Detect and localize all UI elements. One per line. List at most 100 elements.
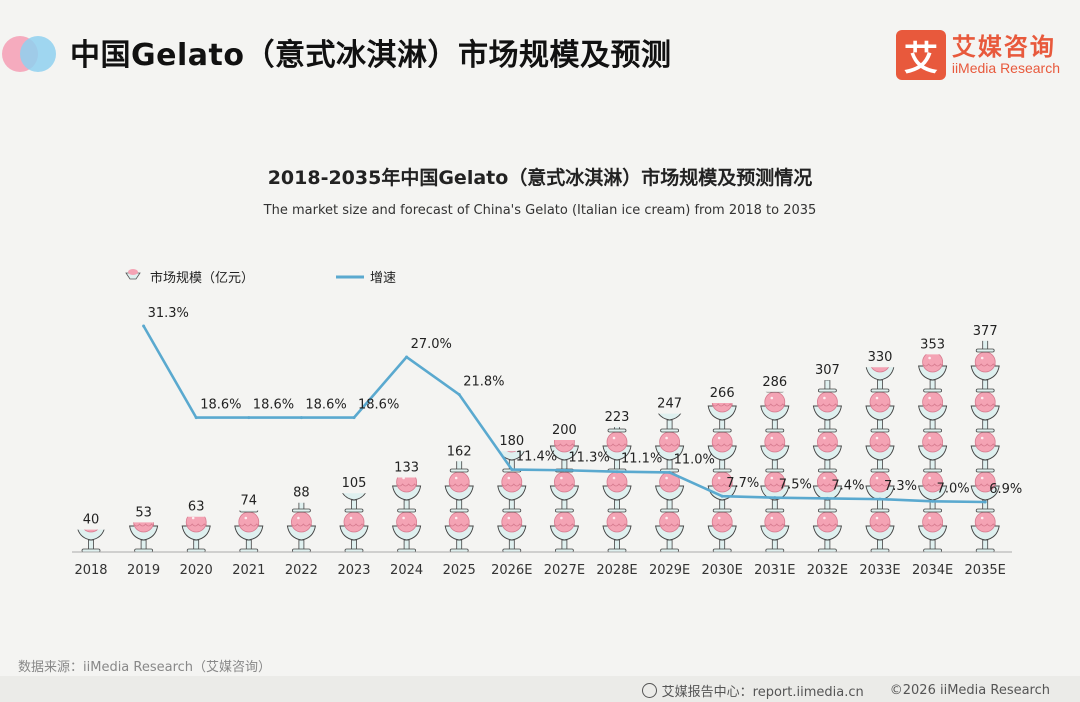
market-size-chart: 2018-2035年中国Gelato（意式冰淇淋）市场规模及预测情况 The m… — [72, 166, 1022, 578]
growth-label-2033E: 7.3% — [884, 479, 917, 494]
page-title: 中国Gelato（意式冰淇淋）市场规模及预测 — [70, 38, 672, 73]
data-source-note: 数据来源：iiMedia Research（艾媒咨询） — [18, 660, 272, 675]
bar-value-label-2028E: 223 — [605, 410, 630, 425]
bar-2028E — [602, 427, 632, 552]
growth-point-2031E — [773, 496, 777, 500]
x-tick-2029E: 2029E — [649, 563, 690, 578]
bar-value-label-2035E: 377 — [973, 324, 998, 339]
growth-label-2020: 18.6% — [200, 398, 241, 413]
x-tick-2034E: 2034E — [912, 563, 953, 578]
growth-label-2022: 18.6% — [305, 398, 346, 413]
bar-2019 — [129, 522, 159, 553]
bar-value-label-2022: 88 — [293, 486, 310, 501]
bar-2033E — [865, 367, 895, 552]
bar-2024 — [392, 477, 422, 552]
bar-2022 — [286, 502, 316, 552]
chart-title: 2018-2035年中国Gelato（意式冰淇淋）市场规模及预测情况 — [268, 166, 813, 189]
x-tick-2027E: 2027E — [544, 563, 585, 578]
x-tick-2028E: 2028E — [596, 563, 637, 578]
bar-value-label-2020: 63 — [188, 500, 205, 515]
growth-point-2022 — [299, 416, 303, 420]
brand-name-en: iiMedia Research — [951, 59, 1060, 76]
growth-label-2030E: 7.7% — [726, 476, 759, 491]
growth-point-2032E — [825, 496, 829, 500]
bar-value-label-2026E: 180 — [499, 434, 524, 449]
growth-label-2026E: 11.4% — [516, 450, 557, 465]
bar-2018 — [77, 529, 105, 553]
growth-label-2027E: 11.3% — [568, 450, 609, 465]
growth-point-2034E — [931, 499, 935, 503]
growth-label-2034E: 7.0% — [937, 481, 970, 496]
bar-value-label-2033E: 330 — [868, 350, 893, 365]
bar-2025 — [444, 461, 474, 552]
bar-2030E — [707, 403, 737, 552]
growth-point-2024 — [405, 355, 409, 359]
report-center-label: 艾媒报告中心：report.iimedia.cn — [661, 685, 864, 700]
bar-value-label-2025: 162 — [447, 444, 472, 459]
footer-info: 艾媒报告中心：report.iimedia.cn ©2026 iiMedia R… — [641, 681, 1050, 700]
x-tick-2032E: 2032E — [807, 563, 848, 578]
globe-icon — [641, 683, 657, 698]
growth-point-2026E — [510, 468, 514, 472]
bar-2026E — [497, 451, 527, 553]
growth-point-2029E — [668, 470, 672, 474]
bar-value-label-2030E: 266 — [710, 386, 735, 401]
logo-circles — [2, 36, 56, 72]
growth-label-2029E: 11.0% — [674, 452, 715, 467]
bar-2035E — [970, 340, 1000, 552]
bar-2023 — [339, 493, 369, 553]
x-tick-2023: 2023 — [337, 563, 370, 578]
bar-2032E — [812, 380, 842, 552]
bar-value-label-2021: 74 — [241, 494, 258, 509]
growth-point-2033E — [878, 497, 882, 501]
growth-point-2020 — [194, 416, 198, 420]
growth-point-2027E — [562, 468, 566, 472]
x-tick-2022: 2022 — [285, 563, 318, 578]
brand-mark: 艾 — [895, 30, 946, 80]
growth-label-2025: 21.8% — [463, 375, 504, 390]
bar-value-label-2024: 133 — [394, 461, 419, 476]
growth-point-2035E — [983, 500, 987, 504]
chart-subtitle: The market size and forecast of China's … — [263, 203, 817, 218]
legend-line-label: 增速 — [370, 271, 396, 286]
brand-logo: 艾 艾媒咨询 iiMedia Research — [895, 30, 1060, 80]
x-tick-2019: 2019 — [127, 563, 160, 578]
growth-label-2023: 18.6% — [358, 398, 399, 413]
copyright: ©2026 iiMedia Research — [889, 683, 1050, 698]
bar-2020 — [181, 516, 211, 552]
legend-bar-label: 市场规模（亿元） — [150, 270, 254, 286]
bar-value-label-2019: 53 — [135, 505, 152, 520]
growth-label-2032E: 7.4% — [831, 478, 864, 493]
bar-2034E — [918, 354, 948, 552]
growth-label-2024: 27.0% — [411, 337, 452, 352]
growth-point-2028E — [615, 470, 619, 474]
x-tick-2031E: 2031E — [754, 563, 795, 578]
bar-value-label-2023: 105 — [342, 476, 367, 491]
brand-name-cn: 艾媒咨询 — [951, 33, 1056, 62]
bar-value-label-2034E: 353 — [920, 337, 945, 352]
bar-value-label-2031E: 286 — [762, 375, 787, 390]
growth-point-2030E — [720, 494, 724, 498]
x-tick-2025: 2025 — [443, 563, 476, 578]
x-tick-2021: 2021 — [232, 563, 265, 578]
growth-label-2019: 31.3% — [148, 306, 189, 321]
footer-bar — [0, 676, 1080, 702]
chart-legend: 市场规模（亿元） 增速 — [125, 269, 396, 286]
x-tick-2020: 2020 — [180, 563, 213, 578]
x-tick-2018: 2018 — [74, 563, 107, 578]
legend-bar-icon — [125, 269, 141, 280]
growth-label-2031E: 7.5% — [779, 478, 812, 493]
x-tick-2026E: 2026E — [491, 563, 532, 578]
growth-label-2028E: 11.1% — [621, 452, 662, 467]
bar-2021 — [234, 510, 264, 552]
growth-point-2019 — [142, 324, 146, 328]
x-tick-2035E: 2035E — [965, 563, 1006, 578]
x-tick-2024: 2024 — [390, 563, 423, 578]
x-tick-2033E: 2033E — [859, 563, 900, 578]
bar-value-label-2027E: 200 — [552, 423, 577, 438]
growth-point-2021 — [247, 416, 251, 420]
bar-value-label-2029E: 247 — [657, 397, 682, 412]
growth-label-2035E: 6.9% — [989, 482, 1022, 497]
bar-value-label-2032E: 307 — [815, 363, 840, 378]
growth-point-2023 — [352, 416, 356, 420]
